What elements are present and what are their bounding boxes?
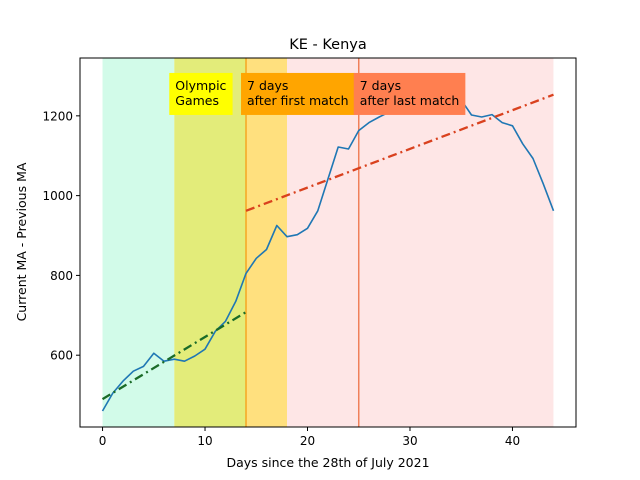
trend-line-2 bbox=[245, 93, 554, 212]
x-tick-label: 40 bbox=[505, 434, 520, 448]
shaded-regions bbox=[102, 58, 554, 427]
annotation-box bbox=[353, 72, 466, 115]
annotation-3: 7 days after last match bbox=[353, 72, 466, 115]
y-tick-label: 600 bbox=[50, 349, 73, 363]
shaded-region-1 bbox=[102, 58, 175, 427]
x-axis: 0 10 20 30 40 bbox=[99, 427, 520, 448]
y-axis-label: Current MA - Previous MA bbox=[14, 162, 29, 321]
y-tick-label: 1200 bbox=[42, 109, 73, 123]
shaded-region-3 bbox=[246, 58, 288, 427]
annotations: Olympic Games 7 days after first match 7 day… bbox=[169, 72, 466, 115]
y-tick-label: 800 bbox=[50, 269, 73, 283]
series-group bbox=[101, 73, 555, 412]
x-tick-label: 0 bbox=[99, 434, 107, 448]
y-axis: 600 800 1000 1200 bbox=[42, 109, 80, 363]
shaded-region-2 bbox=[174, 58, 247, 427]
ma-difference-line bbox=[101, 73, 555, 412]
trend-line-1 bbox=[101, 311, 247, 401]
event-lines bbox=[245, 58, 360, 427]
x-tick-label: 20 bbox=[300, 434, 315, 448]
annotation-box bbox=[241, 72, 355, 115]
plot-frame bbox=[79, 57, 577, 428]
shaded-region-4 bbox=[287, 58, 554, 427]
annotation-text: Olympic Games bbox=[175, 78, 226, 108]
x-tick-label: 30 bbox=[402, 434, 417, 448]
x-axis-label: Days since the 28th of July 2021 bbox=[226, 455, 429, 470]
chart-title: KE - Kenya bbox=[289, 37, 366, 53]
annotation-2: 7 days after first match bbox=[241, 72, 355, 115]
annotation-text: 7 days after last match bbox=[360, 78, 460, 108]
x-tick-label: 10 bbox=[197, 434, 212, 448]
annotation-text: 7 days after first match bbox=[247, 78, 348, 108]
y-tick-label: 1000 bbox=[42, 189, 73, 203]
annotation-1: Olympic Games bbox=[169, 72, 233, 115]
annotation-box bbox=[169, 72, 233, 115]
